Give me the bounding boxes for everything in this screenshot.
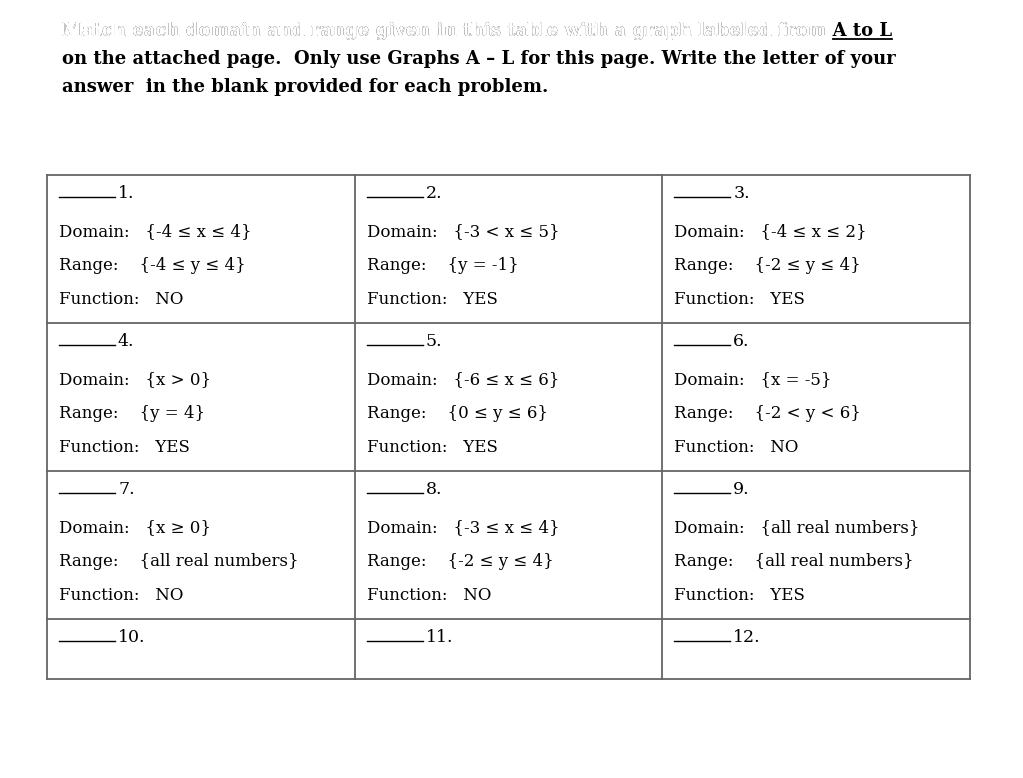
Text: Function:   YES: Function: YES bbox=[366, 439, 497, 456]
Text: 4.: 4. bbox=[118, 333, 134, 350]
Text: Domain:   {x > 0}: Domain: {x > 0} bbox=[59, 371, 211, 388]
Text: Domain:   {x ≥ 0}: Domain: {x ≥ 0} bbox=[59, 519, 211, 536]
Text: 8.: 8. bbox=[426, 481, 442, 498]
Text: on the attached page.  Only use Graphs A – L for this page. Write the letter of : on the attached page. Only use Graphs A … bbox=[62, 50, 896, 68]
Text: Function:   NO: Function: NO bbox=[59, 587, 183, 604]
Text: 3.: 3. bbox=[733, 185, 750, 202]
Text: Function:   YES: Function: YES bbox=[674, 587, 805, 604]
Text: Function:   YES: Function: YES bbox=[59, 439, 190, 456]
Text: 1.: 1. bbox=[118, 185, 134, 202]
Text: 9.: 9. bbox=[733, 481, 750, 498]
Text: Function:   NO: Function: NO bbox=[366, 587, 491, 604]
Text: A to L: A to L bbox=[62, 22, 122, 40]
Text: Range:    {y = 4}: Range: {y = 4} bbox=[59, 405, 206, 422]
Text: 7.: 7. bbox=[118, 481, 135, 498]
Text: 12.: 12. bbox=[733, 629, 761, 646]
Text: Range:    {-4 ≤ y ≤ 4}: Range: {-4 ≤ y ≤ 4} bbox=[59, 257, 246, 274]
Text: Domain:   {all real numbers}: Domain: {all real numbers} bbox=[674, 519, 920, 536]
Text: Match each domain and range given in this table with a graph labeled from: Match each domain and range given in thi… bbox=[62, 22, 833, 40]
Text: Range:    {0 ≤ y ≤ 6}: Range: {0 ≤ y ≤ 6} bbox=[366, 405, 547, 422]
Text: 2.: 2. bbox=[426, 185, 442, 202]
Text: 10.: 10. bbox=[118, 629, 145, 646]
Text: Range:    {-2 ≤ y ≤ 4}: Range: {-2 ≤ y ≤ 4} bbox=[366, 553, 553, 570]
Text: 6.: 6. bbox=[733, 333, 750, 350]
Text: Function:   NO: Function: NO bbox=[674, 439, 799, 456]
Text: Function:   NO: Function: NO bbox=[59, 291, 183, 308]
Text: Match each domain and range given in this table with a graph labeled from A to L: Match each domain and range given in thi… bbox=[62, 22, 892, 40]
Text: Range:    {-2 ≤ y ≤ 4}: Range: {-2 ≤ y ≤ 4} bbox=[674, 257, 861, 274]
Text: Domain:   {-3 < x ≤ 5}: Domain: {-3 < x ≤ 5} bbox=[366, 223, 560, 240]
Text: 11.: 11. bbox=[426, 629, 453, 646]
Text: Domain:   {-6 ≤ x ≤ 6}: Domain: {-6 ≤ x ≤ 6} bbox=[366, 371, 559, 388]
Text: 5.: 5. bbox=[426, 333, 442, 350]
Text: Domain:   {-3 ≤ x ≤ 4}: Domain: {-3 ≤ x ≤ 4} bbox=[366, 519, 560, 536]
Text: Range:    {-2 < y < 6}: Range: {-2 < y < 6} bbox=[674, 405, 861, 422]
Text: Range:    {y = -1}: Range: {y = -1} bbox=[366, 257, 519, 274]
Text: Range:    {all real numbers}: Range: {all real numbers} bbox=[674, 553, 914, 570]
Text: answer  in the blank provided for each problem.: answer in the blank provided for each pr… bbox=[62, 78, 548, 96]
Text: Function:   YES: Function: YES bbox=[674, 291, 805, 308]
Text: Domain:   {x = -5}: Domain: {x = -5} bbox=[674, 371, 832, 388]
Text: Domain:   {-4 ≤ x ≤ 2}: Domain: {-4 ≤ x ≤ 2} bbox=[674, 223, 866, 240]
Text: Function:   YES: Function: YES bbox=[366, 291, 497, 308]
Text: Range:    {all real numbers}: Range: {all real numbers} bbox=[59, 553, 299, 570]
Text: Domain:   {-4 ≤ x ≤ 4}: Domain: {-4 ≤ x ≤ 4} bbox=[59, 223, 252, 240]
